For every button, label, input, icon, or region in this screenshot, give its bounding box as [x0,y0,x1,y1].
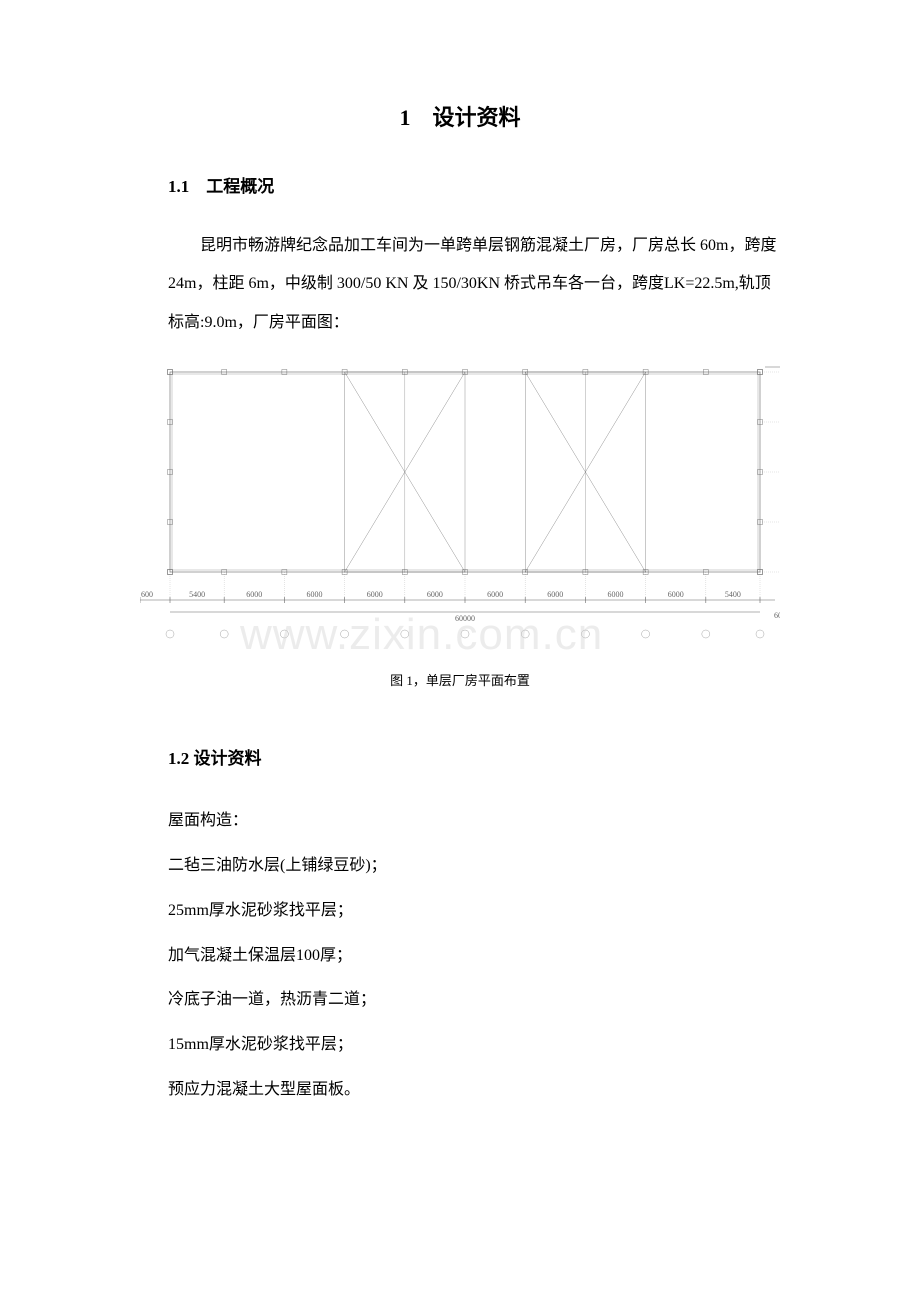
section-2-line: 加气混凝土保温层100厚； [168,934,780,979]
plan-diagram: 600 5400 6000 6000 6000 6000 6000 6000 6000 6000 5… [140,362,780,652]
section-2-line: 15mm厚水泥砂浆找平层； [168,1023,780,1068]
section-2-line: 二毡三油防水层(上铺绿豆砂)； [168,844,780,889]
section-1-heading: 1.1 工程概况 [168,172,780,197]
svg-text:6000: 6000 [668,590,684,599]
svg-text:6000: 6000 [547,590,563,599]
figure-caption: 图 1，单层厂房平面布置 [140,670,780,689]
section-2-line: 屋面构造： [168,799,780,844]
svg-text:6000: 6000 [306,590,322,599]
section-2-body: 屋面构造：二毡三油防水层(上铺绿豆砂)；25mm厚水泥砂浆找平层；加气混凝土保温… [140,799,780,1113]
svg-text:6000: 6000 [608,590,624,599]
section-2-line: 预应力混凝土大型屋面板。 [168,1068,780,1113]
section-2-heading: 1.2 设计资料 [168,744,780,769]
svg-text:5400: 5400 [189,590,205,599]
svg-text:6000: 6000 [246,590,262,599]
plan-svg: 600 5400 6000 6000 6000 6000 6000 6000 6000 6000 5… [140,362,780,652]
svg-text:6000: 6000 [487,590,503,599]
svg-text:6000: 6000 [367,590,383,599]
page-title: 1 设计资料 [140,100,780,132]
svg-text:600: 600 [774,611,780,620]
section-2-line: 25mm厚水泥砂浆找平层； [168,889,780,934]
svg-text:60000: 60000 [455,614,475,623]
section-2-line: 冷底子油一道，热沥青二道； [168,978,780,1023]
svg-text:5400: 5400 [725,590,741,599]
svg-text:600: 600 [141,590,153,599]
svg-text:6000: 6000 [427,590,443,599]
section-1-paragraph: 昆明市畅游牌纪念品加工车间为一单跨单层钢筋混凝土厂房，厂房总长 60m，跨度 2… [168,227,780,342]
